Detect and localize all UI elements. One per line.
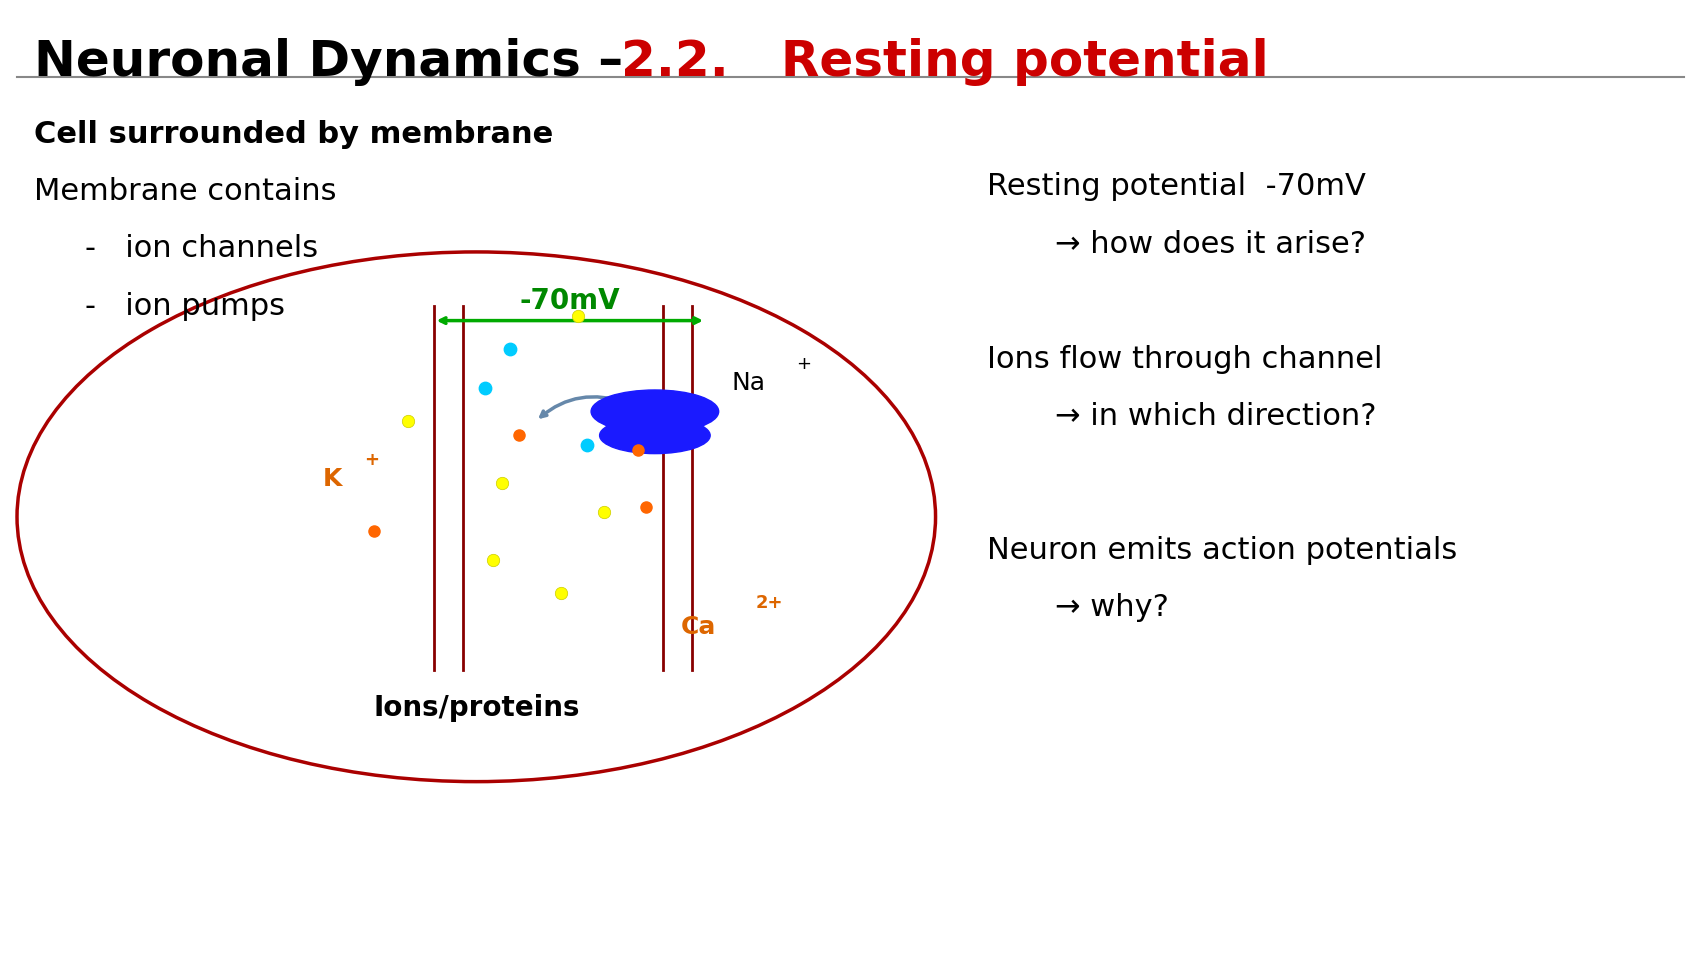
Text: -   ion channels: - ion channels xyxy=(85,234,318,263)
Ellipse shape xyxy=(592,389,718,433)
Point xyxy=(565,308,592,323)
Text: Membrane contains: Membrane contains xyxy=(34,177,337,206)
Text: Cell surrounded by membrane: Cell surrounded by membrane xyxy=(34,120,553,148)
Text: K: K xyxy=(323,466,342,491)
Text: → how does it arise?: → how does it arise? xyxy=(1055,230,1366,258)
Text: Ions/proteins: Ions/proteins xyxy=(373,694,580,723)
Text: Neuronal Dynamics –: Neuronal Dynamics – xyxy=(34,38,641,86)
Text: 2+: 2+ xyxy=(755,594,782,612)
Point xyxy=(548,586,575,601)
Text: Na: Na xyxy=(731,370,765,395)
Text: +: + xyxy=(364,451,379,469)
Text: 2.2.   Resting potential: 2.2. Resting potential xyxy=(621,38,1269,86)
Point xyxy=(480,552,507,568)
Text: → why?: → why? xyxy=(1055,593,1169,622)
Point xyxy=(505,428,532,443)
Point xyxy=(624,442,651,457)
Point xyxy=(471,380,498,395)
Text: Ca: Ca xyxy=(680,614,716,639)
Text: Resting potential  -70mV: Resting potential -70mV xyxy=(987,172,1366,201)
Text: -   ion pumps: - ion pumps xyxy=(85,292,286,321)
Point xyxy=(488,476,515,491)
Point xyxy=(573,437,600,453)
Point xyxy=(590,504,617,520)
Text: +: + xyxy=(796,355,811,373)
Point xyxy=(497,342,524,357)
Point xyxy=(395,413,422,429)
Point xyxy=(633,500,660,515)
Text: Neuron emits action potentials: Neuron emits action potentials xyxy=(987,536,1456,565)
Point xyxy=(361,523,388,539)
Text: → in which direction?: → in which direction? xyxy=(1055,402,1376,431)
Ellipse shape xyxy=(599,417,711,454)
Text: -70mV: -70mV xyxy=(519,287,621,316)
Text: Ions flow through channel: Ions flow through channel xyxy=(987,345,1383,373)
